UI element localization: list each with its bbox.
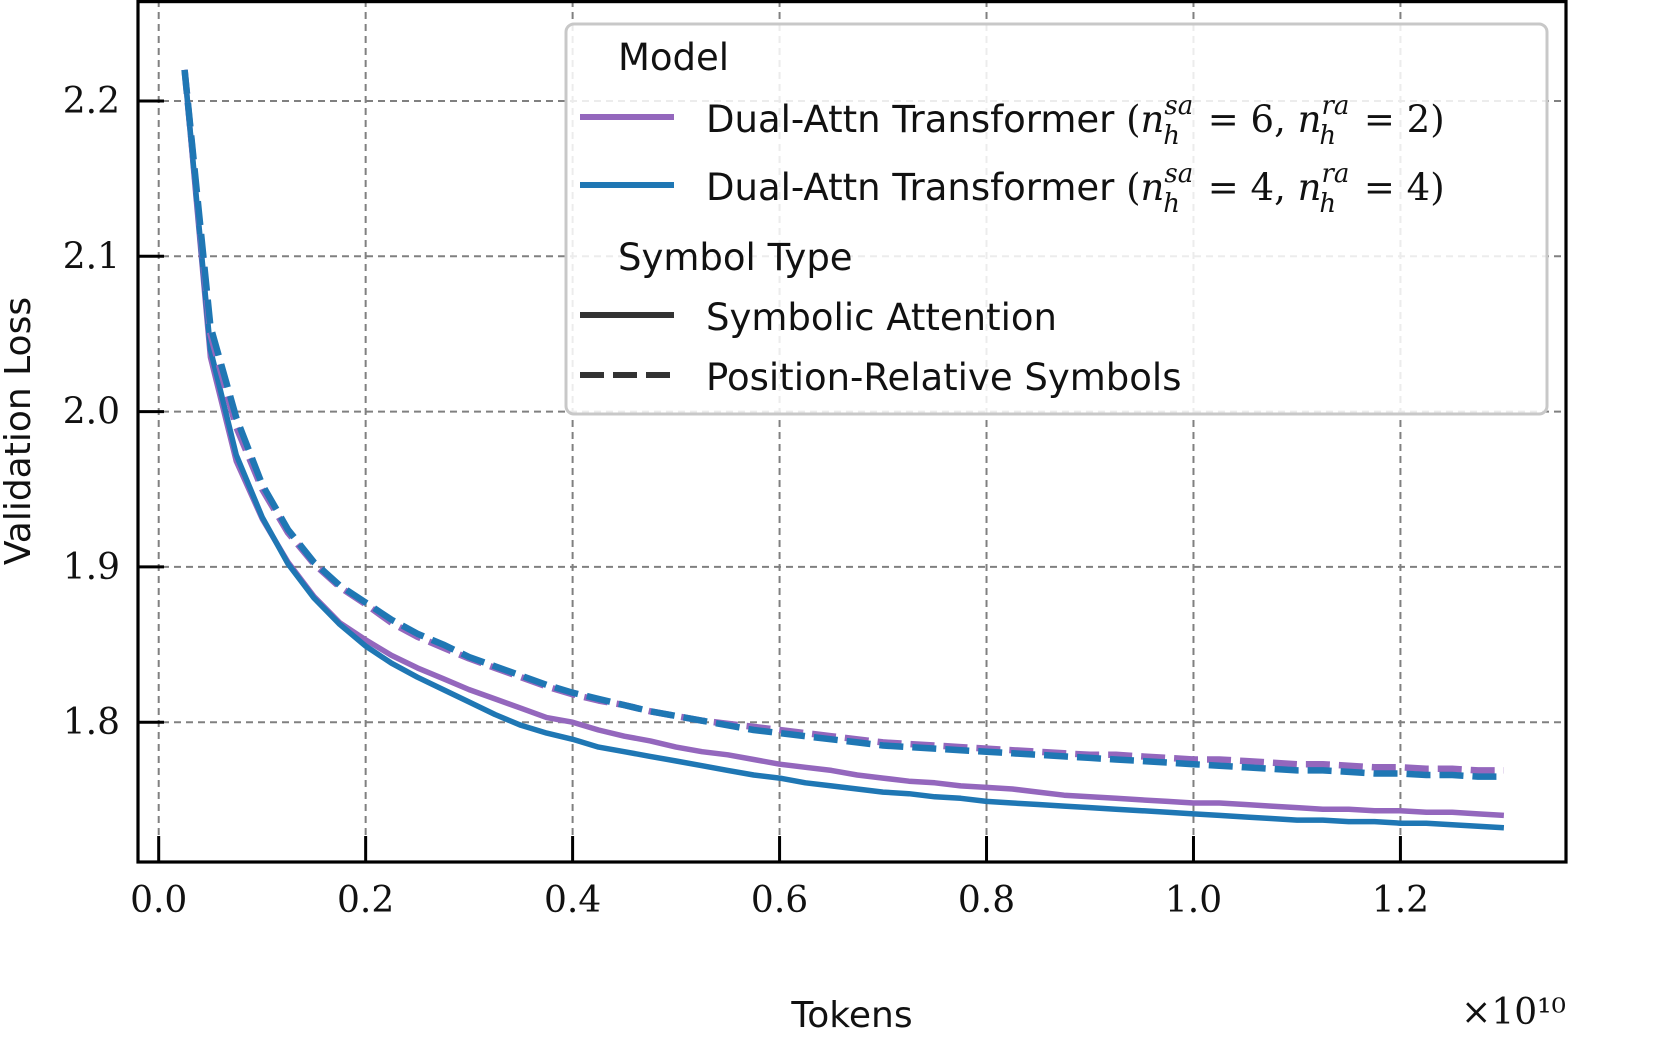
math-equals: = [1352,166,1407,209]
x-axis-multiplier: ×10¹⁰ [1461,992,1566,1033]
math-subscript: h [1163,121,1180,151]
legend-model-title: Model [618,36,729,79]
math-superscript: ra [1321,91,1349,121]
legend-box [564,22,1549,416]
math-close-paren: ) [1430,166,1444,209]
plot-frame [136,0,1568,864]
math-close-paren: ) [1430,98,1444,141]
legend-model-entries: Dual-Attn Transformer (nsa h = 6, nra h = … [580,91,1445,219]
math-equals: = [1196,166,1251,209]
math-var: n [1141,166,1165,209]
math-var: n [1298,166,1322,209]
legend-model-name: Dual-Attn Transformer [706,166,1115,209]
x-tick-label: 0.4 [544,880,601,921]
legend-model-label: Dual-Attn Transformer (nsa h = 4, nra h = … [706,159,1445,219]
math-subscript: h [1319,121,1336,151]
math-open-paren: ( [1114,98,1140,141]
x-tick-label: 0.6 [751,880,808,921]
math-var: n [1298,98,1322,141]
x-tick-label: 0.0 [130,880,187,921]
series-line-2 [181,69,1505,831]
math-superscript: ra [1321,159,1349,189]
math-open-paren: ( [1114,166,1140,209]
math-value: 6 [1251,98,1275,141]
math-value: 2 [1407,98,1431,141]
y-tick-label: 1.8 [63,702,120,743]
math-comma: , [1274,166,1298,209]
legend-symbol-label: Position-Relative Symbols [706,356,1182,399]
math-var: n [1141,98,1165,141]
tick-labels: 0.0 0.2 0.4 0.6 0.8 1.0 1.2 1.8 1.9 2.0 2.1 2.2 [63,81,1429,921]
legend: Model Dual-Attn Transformer (nsa h = 6, n… [564,22,1549,416]
x-tick-label: 1.0 [1165,880,1222,921]
legend-symbol-title: Symbol Type [618,236,853,279]
y-tick-label: 2.1 [63,236,120,277]
legend-symbol-entries: Symbolic Attention Position-Relative Symb… [580,296,1182,399]
math-value: 4 [1407,166,1431,209]
x-axis-title: Tokens [790,995,912,1036]
math-subscript: h [1319,189,1336,219]
series-line-1 [181,69,1505,819]
y-axis-title: Validation Loss [0,297,39,565]
legend-symbol-label: Symbolic Attention [706,296,1057,339]
y-tick-label: 1.9 [63,547,120,588]
y-tick-label: 2.2 [63,81,120,122]
math-superscript: sa [1164,91,1193,121]
x-tick-label: 0.8 [958,880,1015,921]
legend-model-name: Dual-Attn Transformer [706,98,1115,141]
math-value: 4 [1251,166,1275,209]
math-equals: = [1196,98,1251,141]
x-tick-label: 0.2 [337,880,394,921]
math-comma: , [1274,98,1298,141]
math-superscript: sa [1164,159,1193,189]
y-tick-label: 2.0 [63,392,120,433]
axis-ticks [138,99,1402,862]
math-equals: = [1352,98,1407,141]
legend-model-label: Dual-Attn Transformer (nsa h = 6, nra h = … [706,91,1445,151]
math-subscript: h [1163,189,1180,219]
series-line-4 [181,69,1504,780]
x-tick-label: 1.2 [1372,880,1429,921]
series-lines [181,69,1505,831]
